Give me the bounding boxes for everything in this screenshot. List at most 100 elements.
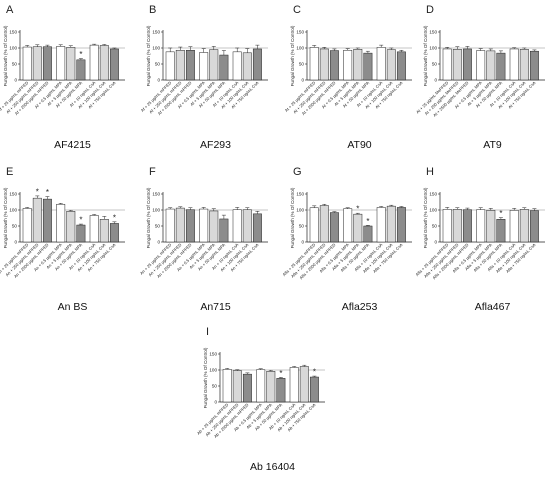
bar [376,47,386,81]
bar [89,44,99,81]
significance-marker: * [113,213,116,222]
significance-marker: * [499,209,502,218]
y-tick-label: 150 [9,192,17,197]
y-axis-label: Fungal Growth (% Of Control) [203,347,208,408]
bar [299,366,309,403]
bar [309,207,319,243]
bar [509,210,519,243]
bar [242,373,252,403]
chart-title: Ab 16404 [250,461,295,473]
y-tick-label: 150 [152,192,160,197]
bar [99,219,109,243]
y-tick-label: 0 [157,240,160,245]
bar [222,369,232,403]
y-tick-label: 0 [301,78,304,83]
bar [519,209,529,243]
bar [76,224,86,243]
bar [32,197,42,243]
y-tick-label: 0 [157,78,160,83]
bar [175,207,185,243]
bar [529,210,539,243]
bar [476,50,486,81]
bar [486,210,496,243]
y-tick-label: 150 [209,352,217,357]
bar [209,210,219,243]
y-axis-label: Fungal Growth (% Of Control) [290,25,295,86]
bar [219,54,229,81]
chart-panel-g: G Fungal Growth (% Of Control) 0 50 100 150 Af… [281,166,412,313]
y-tick-label: 150 [296,30,304,35]
y-tick-label: 0 [14,78,17,83]
chart-panel-i: I Fungal Growth (% Of Control) 0 50 100 150 Ab… [196,326,325,473]
bar [363,225,373,243]
y-tick-label: 50 [155,62,161,67]
bar [56,203,66,243]
bar [109,48,119,81]
bar [242,52,252,81]
y-tick-label: 100 [209,368,217,373]
bar [386,205,396,243]
y-axis-label: Fungal Growth (% Of Control) [3,187,8,248]
bar [232,370,242,403]
bar [329,50,339,81]
bar [56,46,66,81]
bar [165,51,175,81]
y-tick-label: 100 [152,46,160,51]
bar [329,212,339,243]
bar [175,49,185,81]
y-tick-label: 100 [429,208,437,213]
bar [276,378,286,403]
bar [252,48,262,81]
chart-title: Afla253 [342,301,378,313]
bar [509,48,519,81]
y-axis-label: Fungal Growth (% Of Control) [146,25,151,86]
bar [199,208,209,243]
bar [442,209,452,243]
y-tick-label: 0 [434,78,437,83]
y-tick-label: 100 [9,46,17,51]
y-axis-label: Fungal Growth (% Of Control) [423,25,428,86]
bar [309,376,319,403]
bar [32,46,42,81]
panel-letter: F [149,166,156,178]
panel-letter: E [6,166,13,178]
chart-title: An715 [200,301,231,313]
panel-letter: A [6,4,14,16]
bar [396,51,406,81]
bar [462,209,472,243]
bar [165,208,175,243]
significance-marker: * [313,368,316,377]
panel-letter: G [293,166,302,178]
y-tick-label: 150 [152,30,160,35]
panel-letter: C [293,4,301,16]
y-tick-label: 0 [301,240,304,245]
chart-title: An BS [58,301,88,313]
bar [232,51,242,81]
panel-letter: D [426,4,434,16]
bar [319,48,329,81]
y-tick-label: 100 [296,208,304,213]
bar [252,213,262,243]
bar [452,49,462,81]
bar [319,205,329,243]
bar [242,209,252,243]
y-tick-label: 50 [12,62,18,67]
y-tick-label: 150 [429,30,437,35]
bar [476,209,486,243]
chart-title: AF293 [200,139,231,151]
bar [353,49,363,81]
bar [442,48,452,81]
bar [462,48,472,81]
chart-title: Afla467 [475,301,511,313]
y-tick-label: 0 [434,240,437,245]
bar [42,46,52,81]
chart-title: AT90 [347,139,371,151]
bar [452,209,462,243]
bar [185,209,195,243]
y-axis-label: Fungal Growth (% Of Control) [290,187,295,248]
significance-marker: * [356,205,359,214]
